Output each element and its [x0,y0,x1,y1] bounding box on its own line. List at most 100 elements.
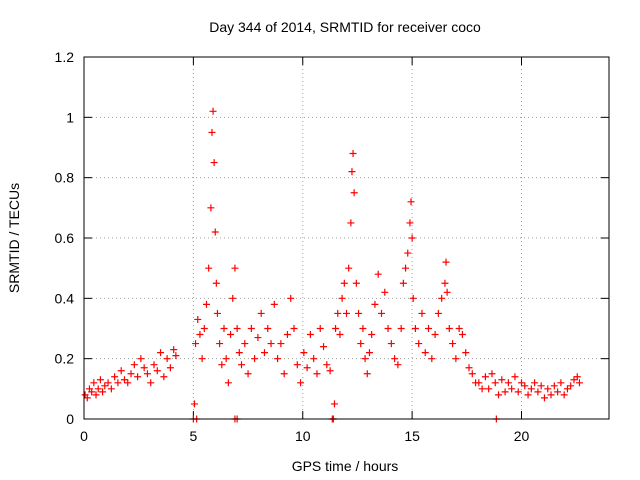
data-point [462,349,470,357]
data-point [88,388,96,396]
data-point [283,331,291,339]
x-tick-label: 0 [80,428,88,444]
data-point [224,379,232,387]
data-point [554,388,562,396]
x-tick-label: 10 [295,428,311,444]
data-point [323,361,331,369]
data-point [567,382,575,390]
data-point [475,379,483,387]
data-point [531,379,539,387]
data-point [332,325,340,332]
data-point [438,294,446,302]
data-point [425,325,433,332]
data-point [297,379,305,387]
data-point [92,391,100,399]
data-point [216,340,224,348]
data-point [96,376,104,384]
data-point [99,388,107,396]
data-point [347,219,355,227]
data-point [537,382,545,390]
data-point [170,346,178,354]
data-point [443,288,451,296]
data-point [544,385,552,393]
data-point [521,382,529,390]
data-point [445,325,453,332]
data-point [277,340,285,348]
data-point [468,370,476,378]
data-point [94,385,102,393]
data-point [83,394,91,402]
data-point [421,349,429,357]
data-point [254,334,262,342]
data-point [303,364,311,372]
data-point [101,382,109,390]
x-axis-label: GPS time / hours [292,458,399,474]
plot-frame [83,56,610,420]
data-point [441,279,449,287]
data-point [143,370,151,378]
data-point [334,309,342,317]
data-point [550,382,558,390]
data-point [428,355,436,363]
data-point [222,355,230,363]
data-point [209,107,217,115]
data-point [137,355,145,363]
data-point [134,373,142,381]
data-point [208,128,216,136]
data-point [363,370,371,378]
data-point [501,388,509,396]
data-point [374,270,382,278]
data-point [378,309,385,317]
data-point [196,331,204,339]
data-point [415,340,423,348]
data-point [570,376,578,384]
data-point [338,294,346,302]
data-point [394,361,402,369]
data-point [130,361,138,369]
data-point [300,349,308,357]
data-point [320,343,328,351]
data-point [244,370,252,378]
data-point [563,385,571,393]
y-tick-label: 0.8 [55,170,75,186]
data-point [381,288,389,296]
data-point [409,294,417,302]
data-point [290,325,298,332]
data-point [442,258,450,266]
data-point [190,400,198,408]
data-point [150,361,158,369]
data-point [349,150,357,158]
data-point [330,400,338,408]
data-point [387,340,395,348]
data-point [207,204,215,212]
data-point [504,379,512,387]
data-point [345,264,353,272]
y-tick-label: 1.2 [55,49,75,65]
data-point [452,355,460,363]
data-point [90,379,98,387]
data-point [524,391,532,399]
data-point [481,373,489,381]
data-point [527,385,535,393]
data-point [431,331,439,339]
data-point [326,367,334,375]
data-point [306,331,314,339]
data-point [508,385,516,393]
data-point [287,294,295,302]
axis-ticks: 0 0.2 0.4 0.6 0.8 1 1.2 0 5 10 15 20 [55,49,609,444]
data-point [355,309,363,317]
data-point [455,325,463,332]
data-point [361,355,369,363]
data-point [251,355,259,363]
data-point [211,228,219,236]
data-point [573,373,581,381]
data-point [402,264,410,272]
data-point [205,264,213,272]
data-point [104,379,112,387]
data-point [406,219,414,227]
data-point [198,355,206,363]
y-tick-label: 0.6 [55,230,75,246]
data-point [140,364,148,372]
data-point [352,279,360,287]
